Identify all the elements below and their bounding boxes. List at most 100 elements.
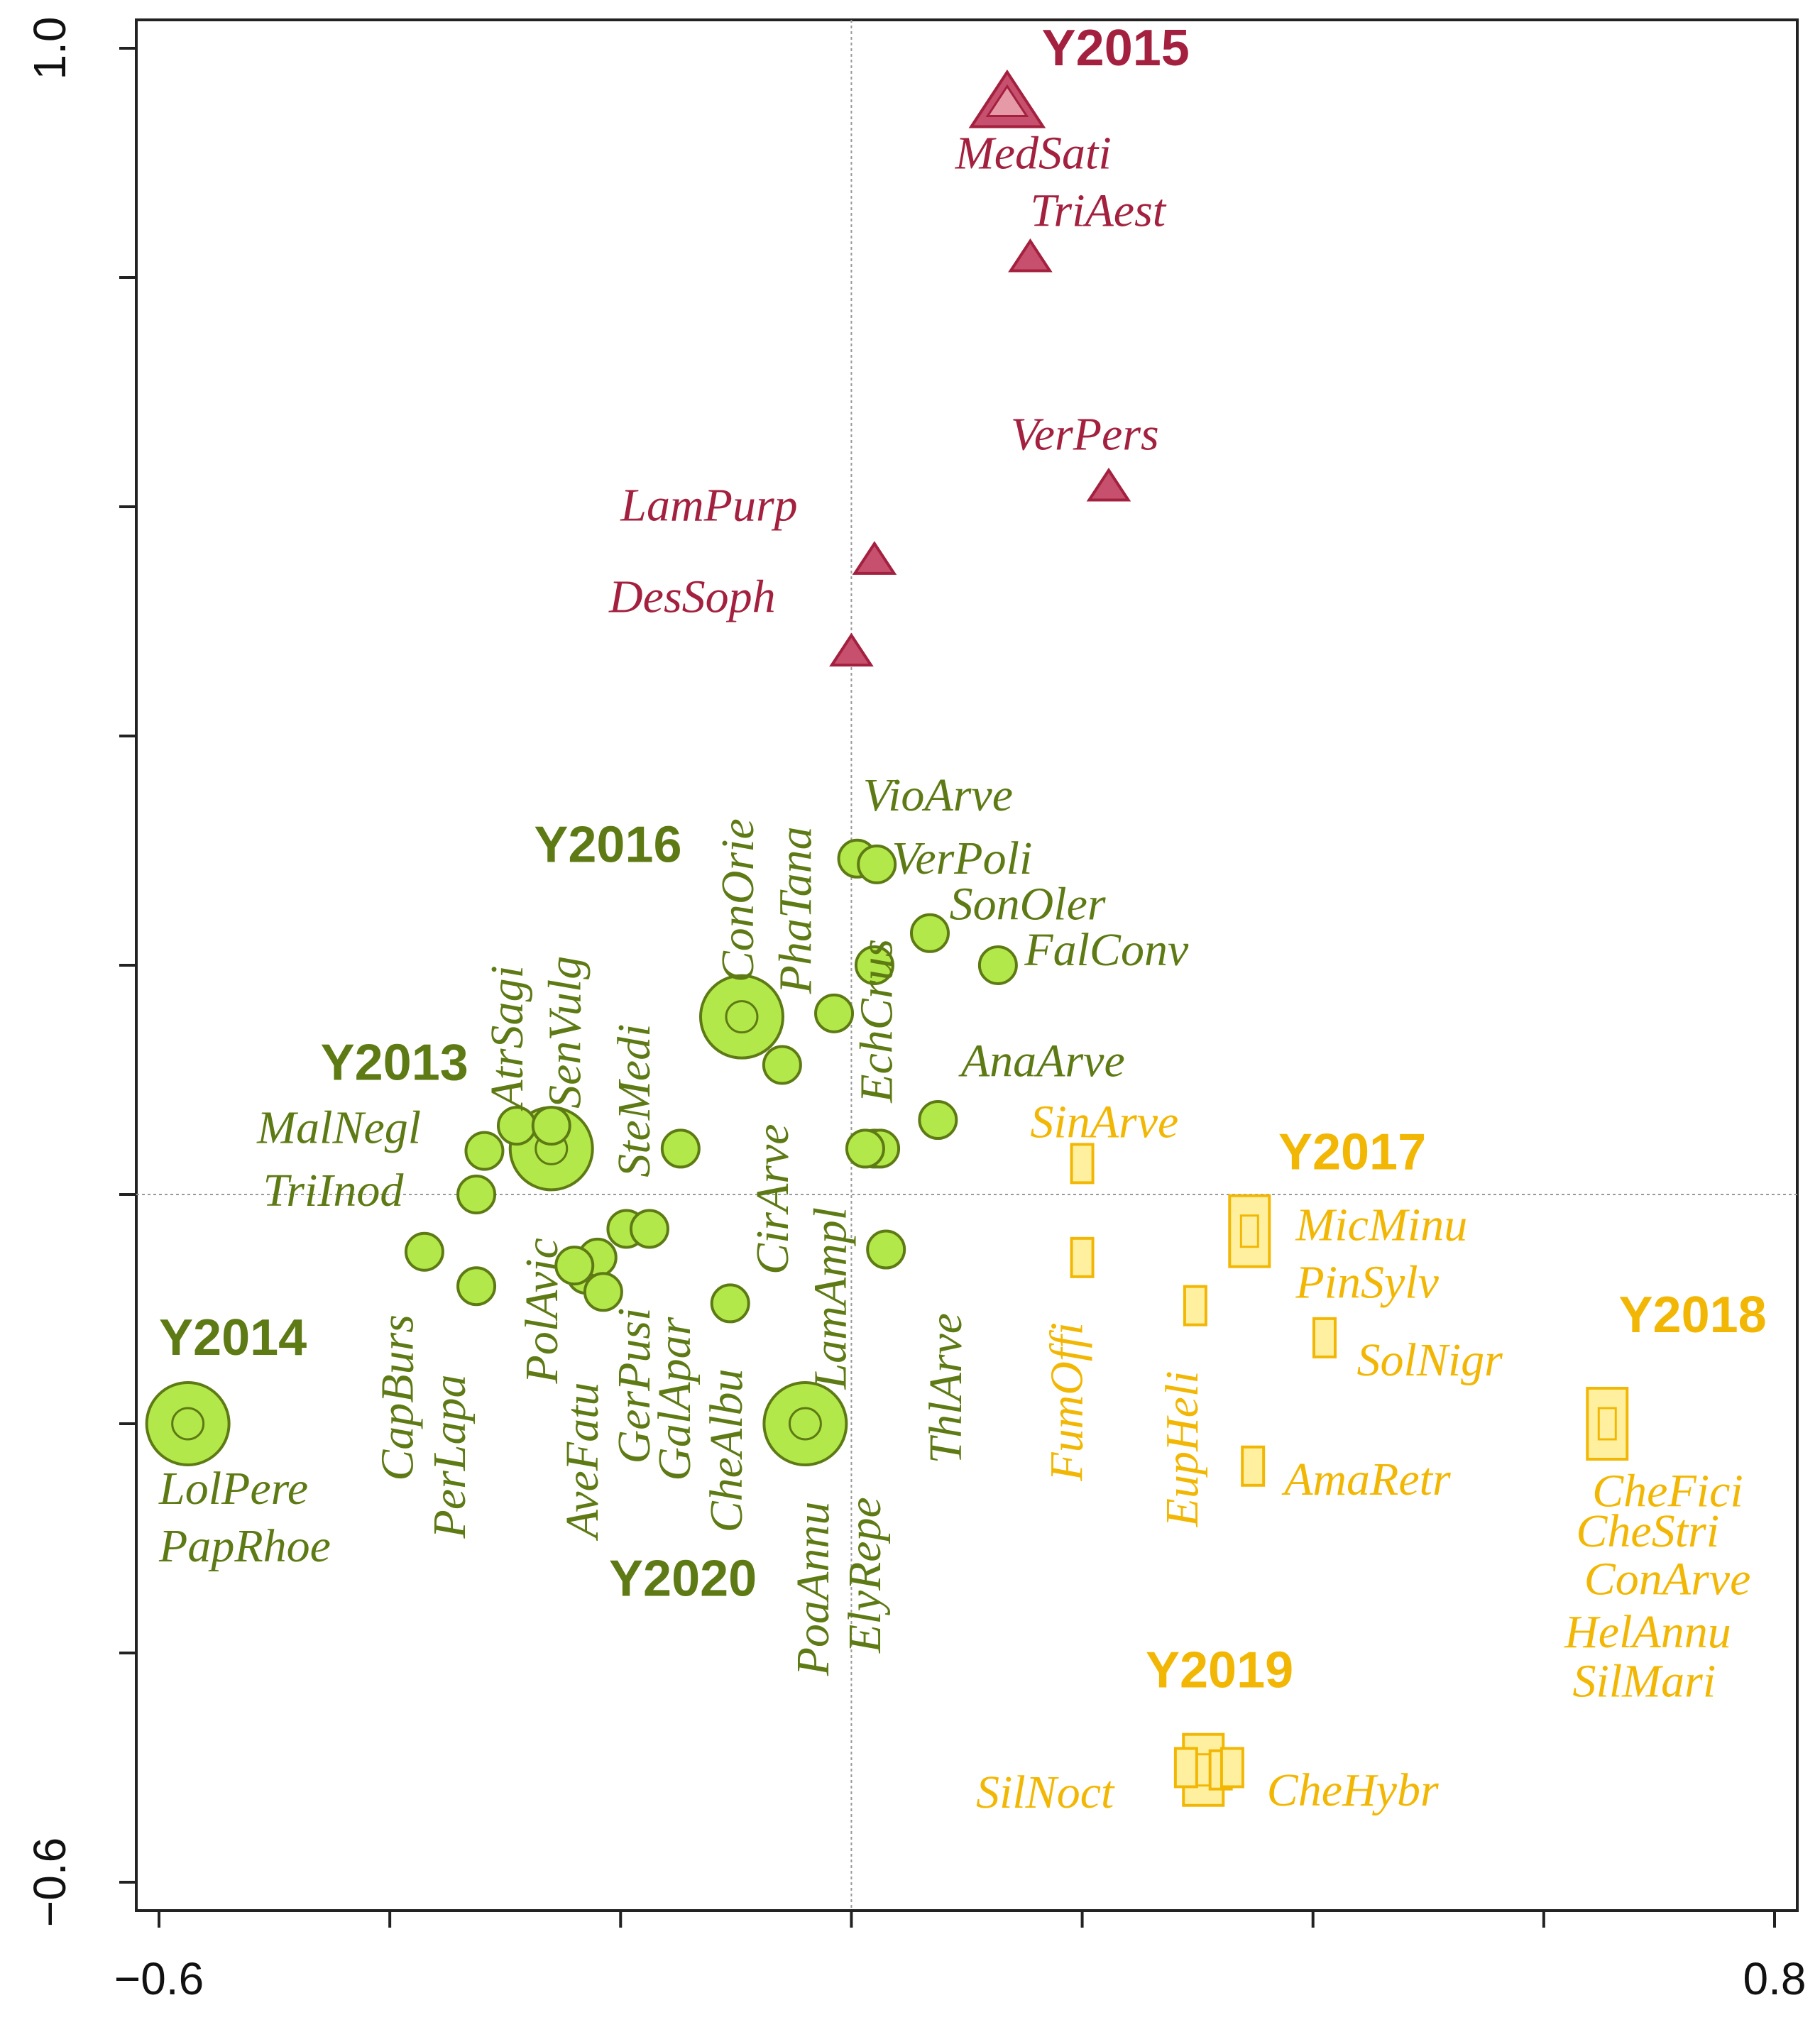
green-species-label-1: TriInod (263, 1165, 404, 1216)
green-year-marker-3-inner (788, 1407, 822, 1441)
green-species-label-7: VioArve (863, 769, 1013, 821)
green-species-marker-1 (456, 1175, 497, 1214)
green-species-label-9: SonOler (950, 878, 1106, 930)
green-species-label-4: SteMedi (608, 1024, 660, 1177)
crimson-species-marker-3 (852, 541, 897, 575)
green-species-marker-12 (918, 1100, 958, 1141)
green-year-label-3: Y2020 (609, 1550, 757, 1607)
orange-year-label-1: Y2018 (1619, 1287, 1767, 1344)
green-species-label-20: GerPusi (608, 1308, 660, 1464)
orange-species-label-3: SolNigr (1356, 1334, 1503, 1386)
plot-frame-group (135, 18, 1799, 1912)
green-species-marker-6 (814, 993, 855, 1033)
orange-year-label-0: Y2017 (1278, 1124, 1426, 1180)
green-species-label-8: VerPoli (892, 833, 1032, 884)
green-species-marker-9 (909, 913, 950, 953)
green-species-marker-15 (866, 1229, 906, 1270)
green-species-label-19: AveFatu (557, 1383, 608, 1542)
green-year-marker-1-inner (171, 1407, 205, 1441)
green-species-label-13: CirArve (747, 1124, 799, 1275)
y-tick-label-min: −0.6 (24, 1838, 75, 1927)
green-species-label-12: AnaArve (958, 1036, 1125, 1087)
orange-year-marker-0-inner (1239, 1214, 1259, 1248)
orange-species-label-8: CheStri (1576, 1505, 1719, 1557)
orange-year-marker-1 (1586, 1387, 1629, 1461)
green-extra-marker-3 (845, 1128, 885, 1169)
green-species-label-15: ThlArve (920, 1313, 972, 1464)
green-year-marker-2 (698, 974, 784, 1060)
green-species-label-23: PoaAnnu (787, 1502, 839, 1677)
green-species-label-16: PolAvic (516, 1238, 568, 1384)
orange-species-label-12: SilNoct (976, 1767, 1115, 1818)
orange-species-marker-6 (1241, 1445, 1266, 1487)
green-year-label-1: Y2014 (159, 1309, 307, 1366)
crimson-species-marker-4 (829, 632, 874, 667)
origin-guides (136, 20, 1797, 1911)
green-species-label-10: FalConv (1024, 924, 1189, 976)
green-species-marker-17 (404, 1231, 444, 1272)
orange-year-marker-0 (1228, 1194, 1271, 1268)
green-species-label-24: ElyRepe (839, 1497, 891, 1654)
crimson-year-marker-0-inner (985, 84, 1029, 118)
green-species-marker-13 (762, 1045, 802, 1085)
green-species-label-25: LolPere (158, 1463, 308, 1515)
crimson-year-label-0: Y2015 (1042, 20, 1190, 77)
orange-species-label-6: AmaRetr (1281, 1454, 1451, 1505)
green-species-label-21: GalApar (649, 1317, 701, 1481)
orange-species-label-1: MicMinu (1295, 1199, 1467, 1251)
green-species-marker-18 (456, 1266, 497, 1307)
green-species-marker-11 (854, 945, 894, 985)
x-tick-label-max: 0.8 (1743, 1953, 1807, 2004)
green-species-marker-8 (857, 844, 897, 884)
green-species-label-0: MalNegl (256, 1102, 421, 1153)
orange-species-label-7: CheFici (1592, 1465, 1743, 1517)
orange-year-marker-1-inner (1597, 1407, 1617, 1441)
data-markers (145, 69, 1629, 1807)
green-extra-marker-1 (554, 1246, 595, 1286)
crimson-species-label-0: MedSati (955, 128, 1112, 180)
green-species-marker-10 (977, 945, 1018, 985)
green-species-label-26: PapRhoe (158, 1520, 331, 1572)
green-extra-marker-0 (629, 1209, 669, 1249)
green-species-marker-4 (660, 1128, 701, 1169)
green-year-marker-3 (762, 1381, 848, 1466)
orange-species-label-2: PinSylv (1295, 1256, 1439, 1308)
green-species-label-22: CheAlbu (701, 1368, 752, 1532)
orange-species-label-10: HelAnnu (1564, 1606, 1731, 1658)
green-species-label-3: SenVulg (539, 956, 591, 1109)
orange-species-marker-0 (1070, 1143, 1095, 1185)
orange-extra-marker-1 (1173, 1747, 1198, 1789)
orange-species-marker-3 (1312, 1317, 1337, 1358)
orange-species-label-9: ConArve (1584, 1554, 1751, 1605)
plot-frame (135, 18, 1799, 1912)
green-species-label-18: PerLapa (424, 1375, 476, 1539)
crimson-species-label-3: LamPurp (620, 479, 797, 531)
orange-species-marker-4 (1070, 1236, 1095, 1278)
green-species-marker-21 (583, 1272, 623, 1312)
green-species-marker-22 (710, 1283, 750, 1324)
orange-year-label-2: Y2019 (1146, 1642, 1293, 1698)
green-species-label-11: EchCrus (850, 939, 902, 1104)
green-species-marker-0 (464, 1131, 505, 1171)
axis-ticks (119, 47, 1776, 1928)
crimson-species-marker-1 (1008, 238, 1053, 273)
green-year-marker-2-inner (725, 1000, 759, 1034)
green-year-label-2: Y2016 (534, 817, 681, 874)
green-year-label-0: Y2013 (321, 1035, 468, 1092)
orange-extra-marker-0 (1219, 1747, 1244, 1789)
crimson-species-label-2: VerPers (1011, 408, 1159, 460)
green-species-marker-2 (496, 1106, 537, 1146)
orange-species-label-13: CheHybr (1267, 1764, 1439, 1816)
green-species-label-2: AtrSagi (481, 965, 533, 1111)
green-species-label-6: PhaTana (770, 826, 822, 994)
y-tick-label-max: 1.0 (24, 17, 75, 80)
orange-species-label-5: EupHeli (1156, 1370, 1208, 1527)
green-species-label-17: CapBurs (372, 1314, 424, 1481)
crimson-species-label-1: TriAest (1030, 185, 1166, 236)
crimson-species-label-4: DesSoph (608, 571, 776, 623)
green-species-label-14: LamAmpl (804, 1207, 856, 1390)
crimson-species-marker-2 (1086, 467, 1131, 502)
x-tick-label-min: −0.6 (114, 1953, 204, 2004)
